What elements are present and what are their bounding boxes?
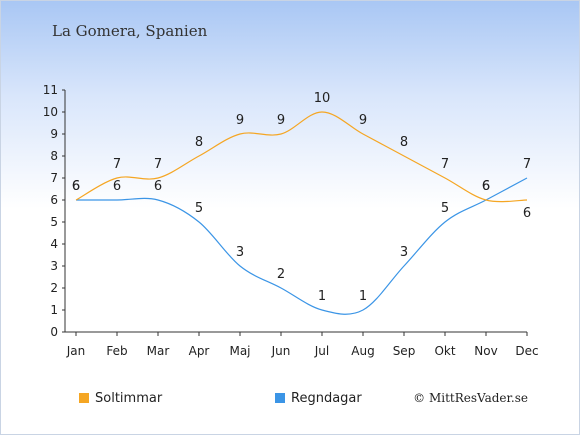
credit: © MittResVader.se	[413, 391, 528, 405]
series-line-soltimmar	[75, 111, 528, 203]
data-label: 6	[523, 206, 531, 221]
y-tick-label: 1	[50, 303, 58, 317]
data-label: 6	[482, 179, 490, 194]
x-tick-label: Nov	[474, 344, 497, 358]
x-tick-label: Mar	[147, 344, 170, 358]
data-label: 7	[113, 157, 121, 172]
y-tick-label: 0	[50, 325, 58, 339]
y-tick-label: 4	[50, 237, 58, 251]
x-tick-label: Jun	[271, 344, 291, 358]
chart-title: La Gomera, Spanien	[52, 22, 208, 40]
data-label: 7	[441, 157, 449, 172]
x-tick-label: Jul	[314, 344, 329, 358]
data-label: 3	[236, 245, 244, 260]
y-tick-label: 9	[50, 127, 58, 141]
data-label: 6	[154, 179, 162, 194]
legend-label-regndagar: Regndagar	[291, 391, 362, 406]
x-tick-label: Okt	[434, 344, 455, 358]
data-label: 6	[72, 179, 80, 194]
x-tick-label: Feb	[106, 344, 127, 358]
data-label: 8	[195, 135, 203, 150]
x-tick-label: Sep	[393, 344, 416, 358]
data-label: 10	[314, 91, 331, 106]
legend-swatch-regndagar	[275, 393, 285, 403]
y-tick-label: 10	[43, 105, 58, 119]
y-tick-label: 6	[50, 193, 58, 207]
legend-swatch-soltimmar	[79, 393, 89, 403]
x-tick-label: Maj	[229, 344, 250, 358]
data-label: 9	[359, 113, 367, 128]
data-label: 6	[113, 179, 121, 194]
data-label: 3	[400, 245, 408, 260]
data-label: 9	[236, 113, 244, 128]
data-label: 6	[72, 179, 80, 194]
series-line-regndagar	[76, 177, 528, 315]
data-label: 7	[523, 157, 531, 172]
legend-item-soltimmar: Soltimmar	[79, 391, 162, 406]
y-tick-label: 5	[50, 215, 58, 229]
y-tick-label: 8	[50, 149, 58, 163]
data-label: 2	[277, 267, 285, 282]
legend-item-regndagar: Regndagar	[275, 391, 362, 406]
x-tick-label: Apr	[189, 344, 210, 358]
data-label: 5	[195, 201, 203, 216]
y-tick-label: 7	[50, 171, 58, 185]
x-tick-label: Dec	[515, 344, 538, 358]
data-label: 1	[359, 289, 367, 304]
x-tick-label: Jan	[66, 344, 86, 358]
data-label: 7	[154, 157, 162, 172]
legend-label-soltimmar: Soltimmar	[95, 391, 163, 406]
data-label: 6	[482, 179, 490, 194]
data-label: 8	[400, 135, 408, 150]
y-tick-label: 11	[43, 83, 58, 97]
y-tick-label: 3	[50, 259, 58, 273]
data-label: 5	[441, 201, 449, 216]
data-label: 9	[277, 113, 285, 128]
x-tick-label: Aug	[351, 344, 374, 358]
data-label: 1	[318, 289, 326, 304]
y-tick-label: 2	[50, 281, 58, 295]
